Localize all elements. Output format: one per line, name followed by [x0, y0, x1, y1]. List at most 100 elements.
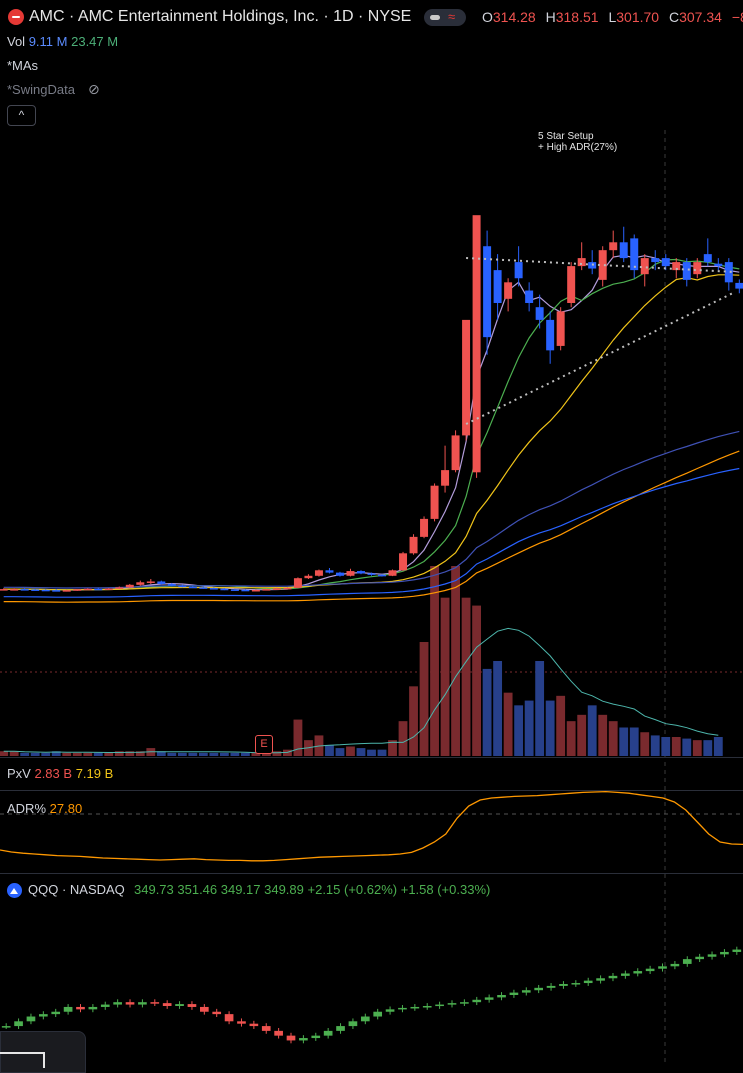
- volume-bar: [524, 700, 534, 756]
- volume-bar: [104, 752, 114, 756]
- qqq-candle-body: [26, 1016, 36, 1022]
- candle-body: [714, 263, 723, 267]
- qqq-candle-body: [261, 1026, 271, 1031]
- swingdata-indicator-label[interactable]: *SwingData: [7, 82, 75, 97]
- candle-body: [167, 583, 176, 586]
- annotation-line-1: 5 Star Setup: [538, 131, 594, 142]
- volume-bar: [20, 752, 30, 756]
- earnings-marker[interactable]: E: [255, 735, 273, 754]
- hidden-eye-icon[interactable]: ⊘: [88, 81, 100, 97]
- moving-average-line: [3, 254, 740, 591]
- amc-logo-icon: [8, 9, 24, 25]
- candle-body: [378, 574, 387, 577]
- ohlc-high-value: 318.51: [555, 9, 599, 25]
- qqq-candle-body: [497, 995, 506, 998]
- qqq-candle-body: [596, 978, 605, 981]
- qqq-candle-body: [645, 968, 655, 972]
- volume-bar: [587, 705, 597, 756]
- ohlc-close-key: C: [668, 9, 680, 25]
- volume-bar: [41, 752, 51, 756]
- volume-bar: [409, 686, 418, 756]
- volume-bar: [335, 748, 345, 756]
- volume-bar: [62, 752, 72, 756]
- candle-body: [52, 590, 61, 592]
- candle-body: [146, 581, 155, 583]
- toggle-dot-icon: [430, 15, 440, 20]
- qqq-candle-body: [175, 1004, 184, 1006]
- qqq-candle-body: [360, 1016, 370, 1022]
- pane-divider-2[interactable]: [0, 790, 743, 791]
- candle-body: [388, 570, 397, 576]
- moving-average-line: [3, 430, 740, 589]
- pane-divider-3[interactable]: [0, 873, 743, 874]
- ohlc-open-key: O: [482, 9, 493, 25]
- chart-mode-toggle[interactable]: ≈: [424, 9, 466, 26]
- mas-indicator-label[interactable]: *MAs: [7, 58, 39, 73]
- volume-bar: [51, 751, 61, 756]
- moving-average-line: [3, 258, 740, 591]
- qqq-candle-body: [670, 963, 680, 967]
- qqq-symbol-label[interactable]: QQQ · NASDAQ: [28, 882, 125, 897]
- candle-body: [472, 215, 481, 473]
- candle-body: [546, 319, 555, 351]
- qqq-candle-body: [583, 980, 593, 984]
- qqq-candle-body: [14, 1021, 23, 1027]
- volume-bar: [398, 721, 408, 756]
- volume-bar: [325, 744, 334, 756]
- ohlc-low-key: L: [608, 9, 617, 25]
- candle-body: [115, 587, 124, 589]
- candle-body: [525, 290, 534, 303]
- candle-body: [451, 435, 460, 471]
- volume-bar: [682, 738, 692, 756]
- candle-body: [220, 588, 229, 591]
- candle-body: [356, 571, 365, 574]
- pxv-value-1: 2.83 B: [34, 766, 73, 781]
- qqq-candle-body: [720, 951, 729, 955]
- qqq-candle-body: [336, 1026, 345, 1031]
- qqq-candle-body: [621, 973, 630, 976]
- volume-bar: [482, 668, 492, 756]
- candle-body: [651, 258, 660, 263]
- volume-bar: [272, 751, 282, 756]
- volume-bar: [293, 719, 303, 756]
- volume-bar: [30, 752, 40, 756]
- qqq-candle-body: [224, 1014, 234, 1022]
- volume-bar: [83, 752, 93, 756]
- qqq-candle-body: [707, 954, 717, 957]
- qqq-candle-body: [633, 971, 643, 974]
- volume-bar: [503, 692, 513, 756]
- annotation-line-2: + High ADR(27%): [538, 142, 618, 153]
- qqq-candle-body: [732, 949, 742, 952]
- candle-body: [20, 589, 29, 591]
- candle-body: [251, 589, 260, 592]
- candle-body: [493, 270, 502, 303]
- candle-body: [62, 590, 71, 592]
- ohlc-low-value: 301.70: [616, 9, 660, 25]
- candle-body: [325, 570, 334, 573]
- bottom-panel-tab[interactable]: [0, 1031, 86, 1073]
- candle-body: [556, 311, 565, 346]
- qqq-candle-body: [447, 1003, 457, 1005]
- candle-body: [514, 262, 523, 279]
- volume-bar: [125, 751, 135, 756]
- volume-bar: [219, 752, 229, 756]
- candle-body: [672, 262, 681, 271]
- qqq-candle-body: [422, 1006, 432, 1008]
- volume-average-line: [3, 627, 719, 754]
- qqq-values: 349.73 351.46 349.17 349.89 +2.15 (+0.62…: [134, 882, 491, 897]
- candle-body: [577, 258, 586, 267]
- pane-divider-1[interactable]: [0, 757, 743, 758]
- candle-body: [241, 589, 250, 592]
- volume-bar: [703, 740, 713, 756]
- volume-bar: [356, 748, 366, 756]
- volume-bar: [514, 705, 524, 756]
- symbol-title[interactable]: AMC · AMC Entertainment Holdings, Inc. ·…: [29, 8, 412, 25]
- pxv-label: PxV: [7, 766, 31, 781]
- candle-body: [420, 518, 429, 537]
- volume-bar: [535, 661, 545, 756]
- collapse-legend-button[interactable]: ^: [7, 105, 36, 126]
- qqq-candle-body: [658, 966, 667, 969]
- qqq-candle-body: [546, 985, 556, 988]
- volume-bar: [671, 737, 681, 756]
